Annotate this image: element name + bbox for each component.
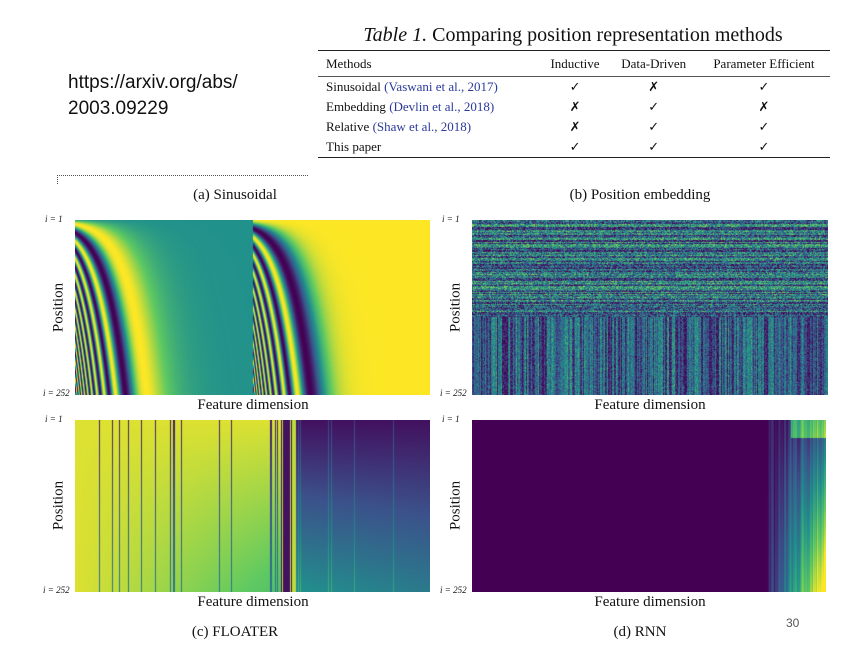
citation-link[interactable]: (Vaswani et al., 2017) — [384, 79, 498, 94]
method-name: Sinusoidal — [326, 79, 381, 94]
heatmap-embedding — [472, 220, 828, 395]
inductive-cell: ✓ — [569, 79, 581, 94]
method-name: This paper — [326, 139, 382, 154]
y-tick-bottom: i = 252 — [440, 585, 467, 595]
table-row: Sinusoidal (Vaswani et al., 2017) ✓ ✗ ✓ — [318, 77, 830, 98]
table-title-text: Comparing position representation method… — [432, 24, 783, 46]
data-driven-cell: ✗ — [648, 79, 660, 94]
url-line2: 2003.09229 — [68, 98, 169, 119]
y-tick-top: i = 1 — [442, 214, 460, 224]
x-axis-label: Feature dimension — [594, 397, 706, 413]
table-header-row: Methods Inductive Data-Driven Parameter … — [318, 50, 830, 77]
y-tick-bottom: i = 252 — [43, 388, 70, 398]
method-name: Relative — [326, 119, 370, 134]
y-tick-top: i = 1 — [45, 414, 63, 424]
data-driven-cell: ✓ — [648, 119, 660, 134]
method-cell: Sinusoidal (Vaswani et al., 2017) — [318, 77, 540, 98]
y-axis-label: Position — [447, 480, 464, 531]
inductive-cell: ✗ — [569, 119, 581, 134]
citation-link[interactable]: (Shaw et al., 2018) — [372, 119, 472, 134]
caption-b: (b) Position embedding — [569, 187, 711, 203]
method-cell: Embedding (Devlin et al., 2018) — [318, 97, 540, 117]
col-methods: Methods — [318, 50, 541, 77]
x-axis-label: Feature dimension — [197, 397, 309, 413]
table-title: Table 1. Comparing position representati… — [318, 24, 828, 47]
heatmap-rnn — [472, 420, 826, 592]
method-cell: This paper — [318, 137, 540, 158]
heatmap-sinusoidal — [75, 220, 430, 395]
col-param-efficient: Parameter Efficient — [697, 50, 830, 77]
y-tick-top: i = 1 — [45, 214, 63, 224]
caption-c: (c) FLOATER — [191, 624, 279, 640]
citation-link[interactable]: (Devlin et al., 2018) — [389, 99, 495, 114]
table-label: Table 1. — [363, 24, 428, 46]
y-axis-label: Position — [50, 282, 67, 332]
y-axis-label: Position — [447, 282, 464, 332]
comparison-table: Methods Inductive Data-Driven Parameter … — [318, 50, 830, 158]
param-efficient-cell: ✗ — [758, 99, 770, 114]
caption-d: (d) RNN — [613, 624, 667, 640]
data-driven-cell: ✓ — [648, 139, 660, 154]
param-efficient-cell: ✓ — [758, 79, 770, 94]
data-driven-cell: ✓ — [648, 99, 660, 114]
col-data-driven: Data-Driven — [609, 50, 698, 77]
y-tick-bottom: i = 252 — [440, 388, 467, 398]
param-efficient-cell: ✓ — [758, 119, 770, 134]
page-number: 30 — [786, 616, 800, 630]
col-inductive: Inductive — [540, 50, 610, 77]
dotted-frame — [57, 175, 308, 184]
param-efficient-cell: ✓ — [758, 139, 770, 154]
x-axis-label: Feature dimension — [594, 594, 706, 610]
table-row: Relative (Shaw et al., 2018) ✗ ✓ ✓ — [318, 117, 830, 137]
table-row: Embedding (Devlin et al., 2018) ✗ ✓ ✗ — [318, 97, 830, 117]
inductive-cell: ✗ — [569, 99, 581, 114]
inductive-cell: ✓ — [569, 139, 581, 154]
y-tick-bottom: i = 252 — [43, 585, 70, 595]
table-row: This paper ✓ ✓ ✓ — [318, 137, 830, 158]
y-axis-label: Position — [50, 480, 67, 531]
method-name: Embedding — [326, 99, 386, 114]
caption-a: (a) Sinusoidal — [193, 187, 277, 203]
method-cell: Relative (Shaw et al., 2018) — [318, 117, 540, 137]
heatmap-floater — [75, 420, 430, 592]
y-tick-top: i = 1 — [442, 414, 460, 424]
url-line1: https://arxiv.org/abs/ — [68, 72, 238, 93]
x-axis-label: Feature dimension — [197, 594, 309, 610]
arxiv-url[interactable]: https://arxiv.org/abs/2003.09229 — [68, 70, 238, 122]
